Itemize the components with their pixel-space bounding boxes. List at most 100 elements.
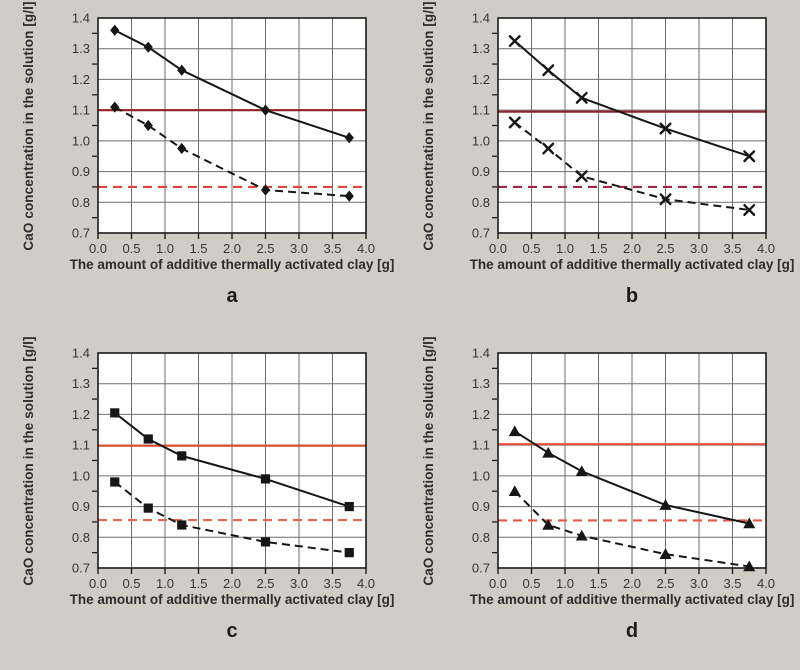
y-tick-label: 1.0	[72, 133, 90, 148]
y-tick-label: 1.2	[72, 407, 90, 422]
x-axis-title: The amount of additive thermally activat…	[469, 592, 795, 607]
y-tick-label: 1.4	[472, 11, 490, 26]
x-tick-label: 2.5	[256, 241, 274, 256]
x-tick-label: 3.5	[323, 241, 341, 256]
y-tick-label: 1.1	[472, 438, 490, 453]
y-tick-label: 1.4	[472, 346, 490, 361]
panel-label-a: a	[226, 285, 238, 307]
y-tick-label: 1.3	[472, 376, 490, 391]
x-marker	[508, 35, 521, 48]
y-tick-label: 1.0	[72, 468, 90, 483]
x-tick-label: 4.0	[757, 576, 775, 591]
triangle-marker	[508, 485, 521, 497]
square-marker	[260, 474, 271, 484]
square-marker	[177, 451, 187, 461]
x-axis-title: The amount of additive thermally activat…	[69, 592, 395, 607]
x-tick-label: 0.0	[489, 576, 507, 591]
y-tick-label: 0.7	[72, 226, 90, 241]
triangle-marker	[743, 517, 756, 529]
triangle-marker	[508, 425, 521, 437]
diamond-marker	[177, 142, 187, 155]
y-tick-label: 1.0	[472, 468, 490, 483]
x-tick-label: 0.0	[89, 241, 107, 256]
y-tick-label: 0.8	[472, 195, 490, 210]
chart-a-plot: 0.0 0.5 1.0 1.5 2.0 2.5 3.0 3.5 4.0 0.7 0.8 0.9 1.0 1…	[72, 11, 375, 257]
x-tick-label: 2.0	[623, 576, 641, 591]
y-tick-label: 1.1	[72, 438, 90, 453]
triangle-marker	[659, 548, 672, 559]
square-marker	[143, 503, 153, 513]
y-tick-label: 0.9	[472, 499, 490, 514]
diamond-marker	[143, 41, 153, 53]
chart-panel-c: CaO concentration in the solution [g/l] …	[0, 335, 400, 670]
x-tick-label: 3.0	[290, 241, 308, 256]
x-marker	[542, 64, 555, 77]
diamond-marker	[110, 101, 120, 113]
x-tick-label: 2.5	[256, 576, 274, 591]
square-marker	[344, 548, 354, 558]
y-tick-label: 0.9	[72, 499, 90, 514]
diamond-marker	[143, 119, 153, 132]
x-tick-label: 2.5	[656, 241, 674, 256]
y-tick-label: 0.9	[72, 164, 90, 179]
y-tick-label: 0.7	[472, 226, 490, 241]
x-tick-label: 1.0	[156, 241, 174, 256]
x-marker	[575, 91, 588, 104]
y-tick-label: 1.0	[472, 133, 490, 148]
triangle-marker	[575, 529, 588, 541]
y-tick-label: 0.7	[72, 561, 90, 576]
square-marker	[110, 408, 120, 418]
triangle-marker	[542, 446, 555, 458]
chart-panel-a: CaO concentration in the solution [g/l] …	[0, 0, 400, 335]
x-tick-label: 4.0	[757, 241, 775, 256]
diamond-marker	[344, 190, 354, 202]
y-tick-label: 0.8	[472, 530, 490, 545]
chart-panel-d: CaO concentration in the solution [g/l] …	[400, 335, 800, 670]
triangle-marker	[542, 519, 555, 530]
chart-c-plot: 0.0 0.5 1.0 1.5 2.0 2.5 3.0 3.5 4.0 0.7 0.8 0.9 1.0 1…	[72, 346, 375, 592]
y-tick-label: 1.4	[72, 346, 90, 361]
y-tick-label: 1.3	[72, 41, 90, 56]
x-tick-label: 3.0	[690, 576, 708, 591]
triangle-marker	[575, 465, 588, 477]
diamond-marker	[260, 104, 271, 116]
square-marker	[110, 477, 120, 487]
x-tick-label: 1.0	[556, 241, 574, 256]
x-axis-title: The amount of additive thermally activat…	[69, 257, 395, 272]
chart-d-plot: 0.0 0.5 1.0 1.5 2.0 2.5 3.0 3.5 4.0 0.7 0.8 0.9 1.0 1…	[472, 346, 775, 592]
x-tick-label: 3.5	[723, 241, 741, 256]
square-marker	[260, 537, 271, 547]
y-tick-label: 1.1	[472, 103, 490, 118]
y-tick-label: 1.2	[72, 72, 90, 87]
x-tick-label: 3.5	[323, 576, 341, 591]
y-tick-label: 0.8	[72, 530, 90, 545]
y-tick-label: 1.4	[72, 11, 90, 26]
y-tick-label: 1.2	[472, 72, 490, 87]
x-tick-label: 2.0	[623, 241, 641, 256]
panel-label-c: c	[226, 620, 238, 642]
x-tick-label: 1.5	[589, 576, 607, 591]
x-marker	[575, 170, 588, 183]
y-tick-label: 1.3	[72, 376, 90, 391]
y-tick-label: 1.3	[472, 41, 490, 56]
diamond-marker	[344, 132, 354, 144]
y-tick-label: 0.8	[72, 195, 90, 210]
chart-b-plot: 0.0 0.5 1.0 1.5 2.0 2.5 3.0 3.5 4.0 0.7 0.8 0.9 1.0 1…	[472, 11, 775, 257]
x-marker	[743, 150, 756, 163]
x-tick-label: 3.5	[723, 576, 741, 591]
x-marker	[743, 203, 756, 216]
x-axis-title: The amount of additive thermally activat…	[469, 257, 795, 272]
x-tick-label: 1.0	[156, 576, 174, 591]
square-marker	[143, 434, 153, 444]
y-tick-label: 0.9	[472, 164, 490, 179]
x-tick-label: 3.0	[690, 241, 708, 256]
x-tick-label: 1.5	[589, 241, 607, 256]
x-tick-label: 4.0	[357, 241, 375, 256]
y-tick-label: 1.2	[472, 407, 490, 422]
x-tick-label: 1.5	[189, 241, 207, 256]
x-tick-label: 0.5	[122, 576, 140, 591]
triangle-marker	[659, 499, 672, 510]
x-tick-label: 3.0	[290, 576, 308, 591]
x-tick-label: 0.5	[522, 576, 540, 591]
